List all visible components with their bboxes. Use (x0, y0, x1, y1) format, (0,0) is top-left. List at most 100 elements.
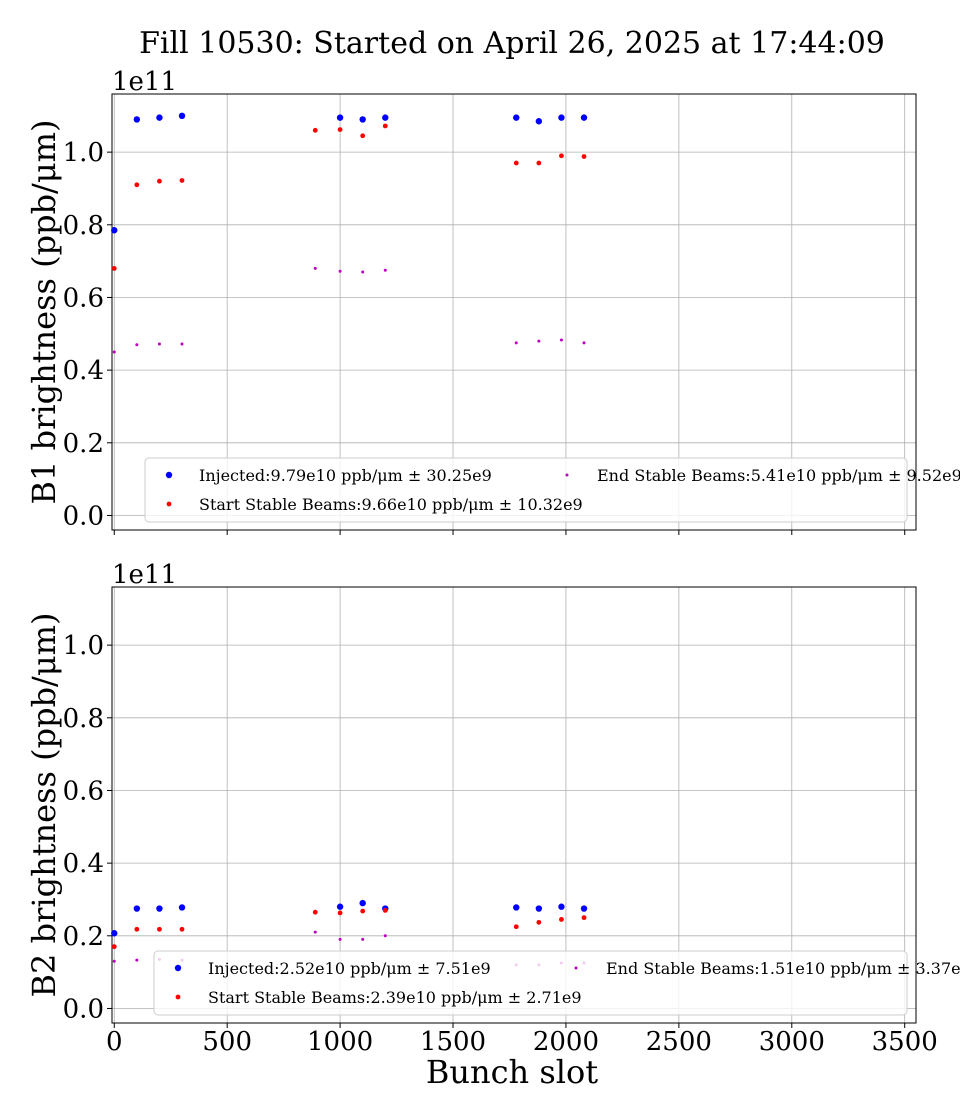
data-point-end_stable (514, 341, 518, 345)
y-tick-label: 0.0 (63, 501, 104, 531)
legend-label-end_stable: End Stable Beams:5.41e10 ppb/μm ± 9.52e9 (597, 466, 960, 485)
legend-box (153, 950, 908, 1016)
x-tick-label: 0 (106, 1027, 123, 1057)
data-point-end_stable (361, 937, 365, 941)
y-tick-label: 0.0 (63, 994, 104, 1024)
data-point-end_stable (112, 350, 116, 354)
data-point-end_stable (135, 958, 139, 962)
data-point-injected (535, 905, 543, 912)
y-offset-text: 1e11 (112, 560, 177, 590)
data-point-end_stable (582, 341, 586, 345)
data-point-start_stable (382, 907, 388, 913)
y-offset-text: 1e11 (112, 67, 177, 97)
data-point-start_stable (360, 908, 366, 914)
data-point-start_stable (312, 127, 318, 133)
data-point-injected (111, 930, 118, 937)
data-point-end_stable (537, 339, 541, 343)
data-point-injected (382, 114, 389, 121)
legend-marker-start_stable (166, 501, 172, 507)
legend-box (144, 457, 908, 523)
y-tick-label: 0.2 (63, 429, 104, 459)
legend-marker-injected (165, 471, 173, 479)
x-tick-label: 2500 (646, 1027, 712, 1057)
data-point-start_stable (536, 160, 542, 166)
axes-frame (111, 93, 917, 531)
y-tick-label: 1.0 (63, 631, 104, 661)
legend-label-start_stable: Start Stable Beams:9.66e10 ppb/μm ± 10.3… (199, 495, 583, 514)
data-point-start_stable (360, 133, 366, 139)
data-point-injected (580, 114, 588, 121)
data-point-start_stable (134, 182, 140, 188)
data-point-start_stable (179, 926, 185, 932)
data-point-start_stable (581, 154, 587, 159)
y-tick-label: 0.2 (63, 922, 104, 952)
legend-marker-injected (174, 964, 182, 972)
legend-label-end_stable: End Stable Beams:1.51e10 ppb/μm ± 3.37e9 (606, 959, 960, 978)
axes-frame (111, 586, 917, 1024)
legend-marker-end_stable (565, 473, 569, 477)
data-point-end_stable (112, 959, 116, 963)
legend-label-injected: Injected:2.52e10 ppb/μm ± 7.51e9 (208, 959, 491, 978)
y-tick-label: 0.8 (63, 704, 104, 734)
data-point-injected (336, 114, 344, 121)
data-point-start_stable (111, 944, 117, 950)
data-point-end_stable (313, 930, 317, 934)
y-tick-label: 0.8 (63, 211, 104, 241)
data-point-end_stable (383, 268, 387, 272)
data-point-start_stable (337, 127, 343, 133)
y-tick-label: 1.0 (63, 138, 104, 168)
legend-marker-start_stable (175, 994, 181, 1000)
x-tick-label: 500 (202, 1027, 252, 1057)
legend-label-injected: Injected:9.79e10 ppb/μm ± 30.25e9 (199, 466, 492, 485)
data-point-start_stable (559, 917, 564, 922)
y-axis-label: B2 brightness (ppb/μm) (25, 613, 63, 998)
data-point-injected (178, 112, 186, 120)
data-point-injected (336, 903, 344, 910)
data-point-start_stable (559, 153, 564, 159)
data-point-injected (513, 114, 520, 121)
data-point-injected (513, 904, 520, 911)
data-point-injected (359, 116, 366, 123)
legend-marker-end_stable (574, 966, 578, 970)
figure-title: Fill 10530: Started on April 26, 2025 at… (139, 26, 885, 61)
data-point-injected (558, 903, 565, 910)
b1-brightness-panel: 0.0 0.2 0.4 0.6 0.8 1.0 1e11 B1 brightness (ppb… (25, 67, 960, 535)
y-tick-label: 0.6 (63, 776, 104, 806)
data-point-end_stable (157, 342, 161, 346)
x-tick-label: 3000 (759, 1027, 825, 1057)
data-point-end_stable (135, 343, 139, 347)
data-point-start_stable (337, 910, 343, 916)
data-point-end_stable (338, 937, 342, 941)
data-point-start_stable (312, 909, 318, 915)
data-point-injected (111, 227, 118, 234)
y-tick-label: 0.6 (63, 283, 104, 313)
data-point-start_stable (157, 926, 162, 932)
data-point-injected (359, 899, 366, 907)
y-axis-label: B1 brightness (ppb/μm) (25, 120, 63, 505)
data-point-start_stable (513, 160, 519, 166)
data-point-start_stable (111, 266, 117, 271)
data-point-start_stable (134, 926, 140, 932)
x-axis-label: Bunch slot (426, 1053, 598, 1091)
data-point-injected (558, 114, 565, 121)
data-point-injected (133, 905, 141, 912)
data-point-end_stable (361, 270, 365, 274)
data-point-injected (580, 905, 588, 912)
y-tick-label: 0.4 (63, 849, 104, 879)
data-point-injected (156, 905, 163, 912)
legend-label-start_stable: Start Stable Beams:2.39e10 ppb/μm ± 2.71… (208, 988, 582, 1007)
y-tick-label: 0.4 (63, 356, 104, 386)
data-point-start_stable (581, 915, 587, 921)
data-point-end_stable (180, 342, 184, 346)
data-point-start_stable (513, 924, 519, 930)
data-point-end_stable (338, 269, 342, 273)
x-tick-label: 3500 (872, 1027, 938, 1057)
data-point-start_stable (536, 919, 542, 925)
x-tick-label: 1500 (420, 1027, 486, 1057)
data-point-injected (133, 116, 141, 123)
data-point-start_stable (157, 178, 162, 184)
data-point-end_stable (313, 266, 317, 270)
x-tick-label: 2000 (533, 1027, 599, 1057)
data-point-start_stable (179, 178, 185, 183)
